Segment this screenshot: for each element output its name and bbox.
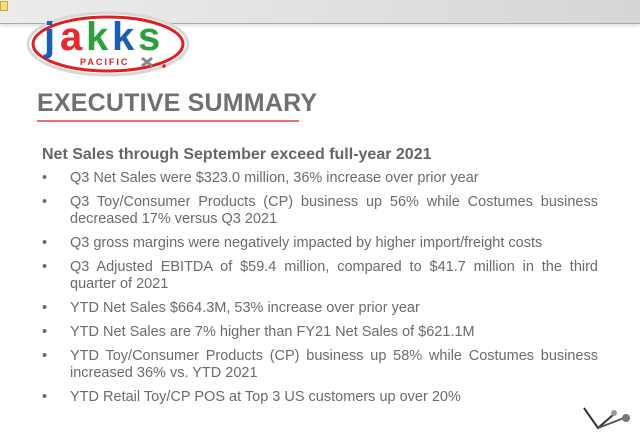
svg-text:k: k [86, 15, 109, 59]
bullet-dot: • [42, 300, 48, 316]
bullet-item: • YTD Net Sales are 7% higher than FY21 N… [42, 324, 475, 340]
bullet-item: • Q3 Net Sales were $323.0 million, 36% i… [42, 170, 479, 186]
bullet-item: • Q3 Adjusted EBITDA of $59.4 million, co… [42, 259, 598, 292]
svg-text:k: k [112, 15, 135, 59]
bullet-dot: • [42, 389, 48, 405]
svg-text:s: s [138, 15, 160, 59]
bullet-item: • Q3 Toy/Consumer Products (CP) business … [42, 194, 598, 227]
slide-title: EXECUTIVE SUMMARY [37, 89, 318, 117]
bullet-dot: • [42, 235, 48, 251]
bullet-dot: • [42, 324, 48, 340]
bullet-item: • YTD Toy/Consumer Products (CP) business… [42, 348, 598, 381]
svg-text:a: a [60, 15, 83, 59]
svg-text:PACIFIC: PACIFIC [80, 57, 129, 67]
svg-text:j: j [43, 15, 55, 59]
bullet-item: • YTD Net Sales $664.3M, 53% increase ove… [42, 300, 420, 316]
bullet-item: • Q3 gross margins were negatively impact… [42, 235, 543, 251]
bullet-dot: • [42, 170, 48, 186]
title-underline [37, 120, 299, 122]
slide-subtitle: Net Sales through September exceed full-… [42, 146, 432, 163]
bullet-item: • YTD Retail Toy/CP POS at Top 3 US custo… [42, 389, 461, 405]
note-icon [0, 1, 8, 11]
bullet-dot: • [42, 348, 48, 364]
bullet-dot: • [42, 259, 48, 275]
jakks-pacific-logo: j a k k s PACIFIC [26, 11, 190, 77]
bullet-list: • Q3 Net Sales were $323.0 million, 36% i… [42, 170, 598, 413]
jack-toy-icon [583, 407, 630, 430]
bullet-dot: • [42, 194, 48, 210]
